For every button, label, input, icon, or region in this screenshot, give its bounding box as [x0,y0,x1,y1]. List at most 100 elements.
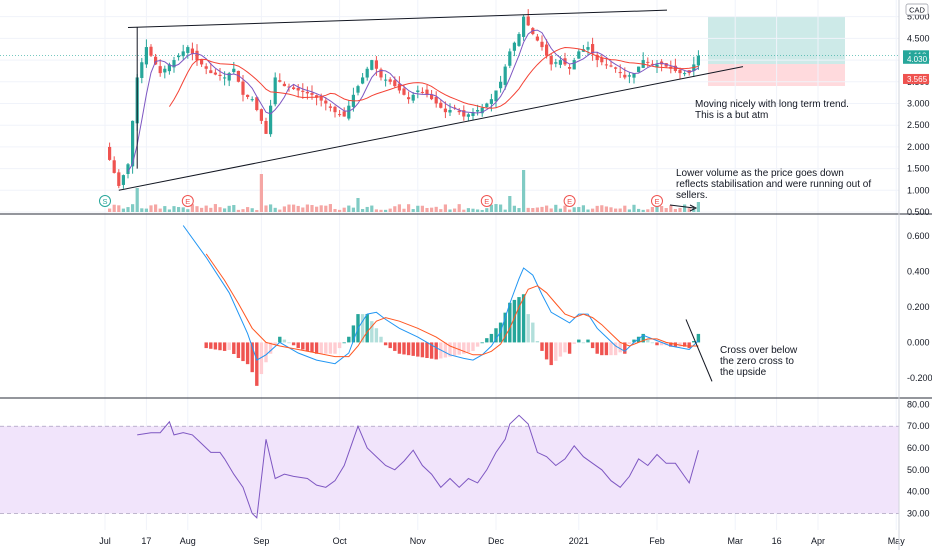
candle-body[interactable] [126,164,130,174]
candle-body[interactable] [361,77,365,84]
candle-body[interactable] [678,69,682,74]
candle-body[interactable] [200,59,204,65]
candle-body[interactable] [632,73,636,78]
candle-body[interactable] [430,94,434,100]
candle-body[interactable] [190,48,194,54]
candle-body[interactable] [457,110,461,113]
trendlines[interactable] [118,9,744,191]
price-axes[interactable]: 5.0004.5004.0003.5003.0002.5002.0001.500… [903,12,932,519]
currency-badge[interactable]: CAD [905,3,929,16]
candle-body[interactable] [425,89,429,95]
candle-body[interactable] [384,79,388,81]
candle-body[interactable] [213,72,217,75]
candle-body[interactable] [264,120,268,134]
candle-body[interactable] [439,102,443,108]
candle-body[interactable] [365,68,369,78]
candle-body[interactable] [623,74,627,78]
resistance-trendline[interactable] [127,9,668,29]
candle-body[interactable] [558,60,562,65]
candle-body[interactable] [236,70,240,82]
candle-body[interactable] [296,87,300,91]
candle-body[interactable] [466,114,470,117]
macd-line[interactable] [182,225,699,365]
time-axis[interactable]: Jul 17 Aug Sep Oct Nov Dec 2021 Feb Mar 16 Apr May [99,536,905,546]
candle-body[interactable] [402,88,406,95]
candle-body[interactable] [195,50,199,61]
candle-body[interactable] [163,68,167,73]
candle-body[interactable] [522,16,526,37]
candle-body[interactable] [512,42,516,51]
candle-body[interactable] [577,51,581,59]
candle-body[interactable] [397,83,401,91]
candle-body[interactable] [600,57,604,63]
candle-body[interactable] [609,65,613,67]
candle-body[interactable] [549,55,553,65]
candle-body[interactable] [480,107,484,114]
candle-body[interactable] [241,81,245,95]
candle-body[interactable] [595,54,599,61]
candle-body[interactable] [255,97,259,110]
rsi-line[interactable] [137,414,699,519]
candle-body[interactable] [471,112,475,117]
candle-body[interactable] [499,81,503,89]
candle-body[interactable] [637,66,641,73]
candle-body[interactable] [223,77,227,79]
candle-body[interactable] [259,109,263,121]
rsi-pane[interactable] [0,414,899,519]
candle-body[interactable] [379,69,383,78]
candle-body[interactable] [269,105,273,135]
candle-body[interactable] [526,16,530,26]
candle-body[interactable] [117,172,121,186]
candle-body[interactable] [494,90,498,102]
candle-body[interactable] [517,34,521,46]
event-marker-1[interactable] [181,195,194,207]
candle-body[interactable] [370,60,374,70]
candle-body[interactable] [158,66,162,74]
candle-body[interactable] [108,146,112,160]
support-trendline[interactable] [118,66,744,191]
candle-body[interactable] [177,55,181,58]
candle-body[interactable] [140,62,144,78]
candle-body[interactable] [319,96,323,101]
event-marker-2[interactable] [563,195,576,207]
candle-body[interactable] [591,44,595,54]
candle-body[interactable] [586,47,590,50]
candle-body[interactable] [420,91,424,93]
candle-body[interactable] [310,93,314,95]
candle-body[interactable] [172,60,176,68]
candle-body[interactable] [273,77,277,105]
candle-body[interactable] [250,99,254,101]
candle-body[interactable] [503,66,507,85]
candle-body[interactable] [540,41,544,48]
candle-body[interactable] [489,99,493,104]
candle-body[interactable] [342,111,346,117]
candle-body[interactable] [388,79,392,82]
candle-body[interactable] [181,51,185,57]
candle-body[interactable] [508,51,512,66]
candle-body[interactable] [144,47,148,65]
candle-body[interactable] [278,80,282,82]
candle-body[interactable] [572,60,576,70]
candle-body[interactable] [650,63,654,65]
macd-pane[interactable] [182,225,713,386]
event-marker-4[interactable] [480,195,493,207]
event-markers[interactable]: S E E EE [99,195,663,207]
candle-body[interactable] [315,95,319,98]
candle-body[interactable] [131,120,135,167]
candle-body[interactable] [393,80,397,87]
candle-body[interactable] [149,46,153,56]
candle-body[interactable] [604,64,608,66]
candle-body[interactable] [204,66,208,69]
candle-body[interactable] [416,90,420,93]
candle-body[interactable] [282,83,286,87]
candle-body[interactable] [554,62,558,64]
candle-body[interactable] [535,36,539,41]
candle-body[interactable] [324,100,328,104]
candle-body[interactable] [292,87,296,90]
candle-body[interactable] [462,110,466,117]
candle-body[interactable] [209,70,213,74]
candle-body[interactable] [448,110,452,113]
candle-body[interactable] [347,105,351,119]
event-marker-0[interactable] [99,195,111,207]
